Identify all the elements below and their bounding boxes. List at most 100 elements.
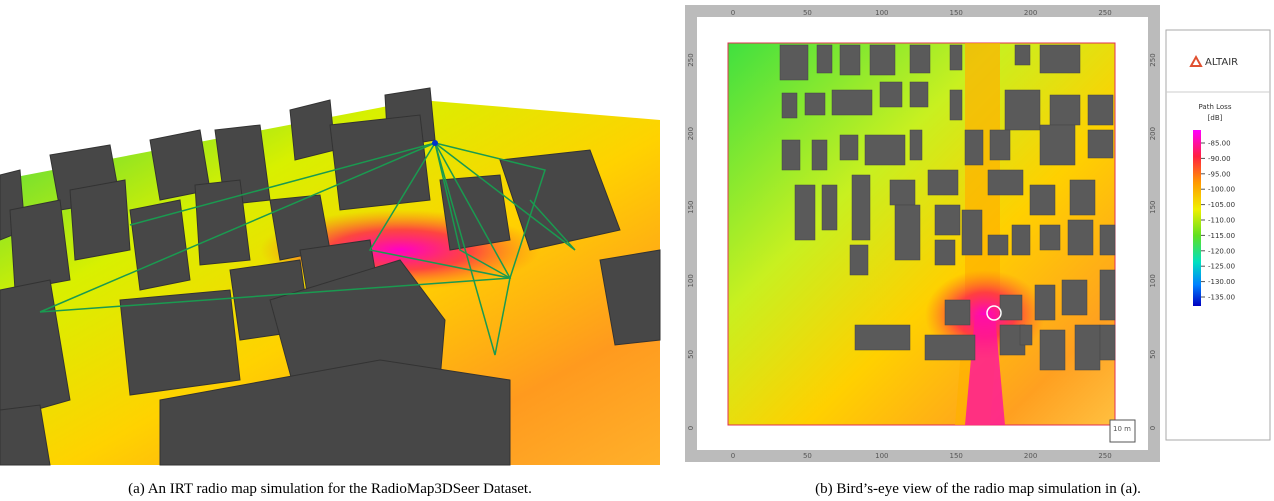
legend-tick-label: -135.00 <box>1208 294 1235 302</box>
building <box>1068 220 1093 255</box>
caption: (a) An IRT radio map simulation for the … <box>128 481 532 497</box>
building <box>1000 295 1022 320</box>
building <box>1062 280 1087 315</box>
legend-tick-label: -130.00 <box>1208 278 1235 286</box>
building <box>782 140 800 170</box>
building <box>840 45 860 75</box>
building <box>855 325 910 350</box>
building <box>1012 225 1030 255</box>
x-tick-label-bottom: 150 <box>950 452 963 460</box>
building <box>1088 95 1113 125</box>
building <box>962 210 982 255</box>
legend-tick-label: -120.00 <box>1208 247 1235 255</box>
building <box>865 135 905 165</box>
building <box>1035 285 1055 320</box>
x-tick-label-bottom: 200 <box>1024 452 1037 460</box>
colorbar <box>1193 130 1201 306</box>
y-tick-label-right: 250 <box>1149 53 1157 66</box>
building <box>965 130 983 165</box>
building <box>990 130 1010 160</box>
legend-tick-label: -110.00 <box>1208 217 1235 225</box>
building <box>1100 325 1115 360</box>
legend-tick-label: -95.00 <box>1208 170 1231 178</box>
building <box>945 300 970 325</box>
legend-tick-label: -115.00 <box>1208 232 1235 240</box>
building <box>935 240 955 265</box>
y-tick-label-left: 100 <box>687 274 695 287</box>
legend-unit: [dB] <box>1208 114 1223 122</box>
building <box>880 82 902 107</box>
building <box>1070 180 1095 215</box>
x-tick-label-top: 150 <box>950 9 963 17</box>
figure: (a) An IRT radio map simulation for the … <box>0 0 1274 501</box>
legend-tick-label: -105.00 <box>1208 201 1235 209</box>
y-tick-label-left: 150 <box>687 201 695 214</box>
y-tick-label-right: 200 <box>1149 127 1157 140</box>
panel-a: (a) An IRT radio map simulation for the … <box>0 88 660 497</box>
x-tick-label-top: 250 <box>1098 9 1111 17</box>
legend-tick-label: -85.00 <box>1208 140 1231 148</box>
building <box>780 45 808 80</box>
building <box>1020 325 1032 345</box>
building <box>812 140 827 170</box>
y-tick-label-left: 250 <box>687 53 695 66</box>
y-tick-label-right: 100 <box>1149 274 1157 287</box>
y-tick-label-right: 150 <box>1149 201 1157 214</box>
x-tick-label-bottom: 250 <box>1098 452 1111 460</box>
building <box>1040 225 1060 250</box>
y-tick-label-right: 0 <box>1149 426 1157 430</box>
building <box>1030 185 1055 215</box>
building <box>895 205 920 260</box>
y-tick-label-left: 50 <box>687 350 695 359</box>
legend-tick-label: -90.00 <box>1208 155 1231 163</box>
building <box>832 90 872 115</box>
building <box>1050 95 1080 125</box>
x-tick-label-top: 200 <box>1024 9 1037 17</box>
building <box>822 185 837 230</box>
building <box>950 45 962 70</box>
building <box>805 93 825 115</box>
x-tick-label-bottom: 0 <box>731 452 735 460</box>
x-tick-label-bottom: 50 <box>803 452 812 460</box>
caption: (b) Bird’s-eye view of the radio map sim… <box>815 481 1141 497</box>
scale-bar: 10 m <box>1113 425 1131 433</box>
building <box>1040 330 1065 370</box>
building <box>928 170 958 195</box>
x-tick-label-top: 100 <box>875 9 888 17</box>
building <box>1040 45 1080 73</box>
y-tick-label-left: 0 <box>687 426 695 430</box>
building <box>817 45 832 73</box>
building <box>1040 125 1075 165</box>
building <box>850 245 868 275</box>
building <box>795 185 815 240</box>
building <box>1005 90 1040 130</box>
building <box>988 235 1008 255</box>
building <box>910 45 930 73</box>
x-tick-label-bottom: 100 <box>875 452 888 460</box>
legend-title: Path Loss <box>1199 103 1232 111</box>
y-tick-label-left: 200 <box>687 127 695 140</box>
transmitter <box>432 140 438 146</box>
building <box>890 180 915 205</box>
x-tick-label-top: 50 <box>803 9 812 17</box>
building <box>782 93 797 118</box>
building <box>925 335 975 360</box>
page: (a) An IRT radio map simulation for the … <box>0 0 1274 501</box>
building <box>910 82 928 107</box>
legend-brand: ALTAIR <box>1205 57 1238 68</box>
building <box>935 205 960 235</box>
building <box>1100 270 1115 320</box>
building <box>988 170 1023 195</box>
building <box>852 175 870 240</box>
building <box>1015 45 1030 65</box>
building <box>840 135 858 160</box>
building <box>1100 225 1115 255</box>
building <box>910 130 922 160</box>
building <box>1075 325 1100 370</box>
building <box>1088 130 1113 158</box>
building <box>870 45 895 75</box>
legend-tick-label: -125.00 <box>1208 263 1235 271</box>
legend-tick-label: -100.00 <box>1208 186 1235 194</box>
building <box>950 90 962 120</box>
